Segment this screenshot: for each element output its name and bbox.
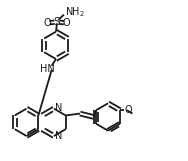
Text: N: N [55,103,62,113]
Text: O: O [63,18,70,28]
Text: S: S [54,17,60,27]
Text: HN: HN [40,64,55,74]
Text: O: O [125,105,133,115]
Text: O: O [43,18,51,28]
Text: N: N [55,131,62,141]
Text: NH$_2$: NH$_2$ [64,5,84,19]
